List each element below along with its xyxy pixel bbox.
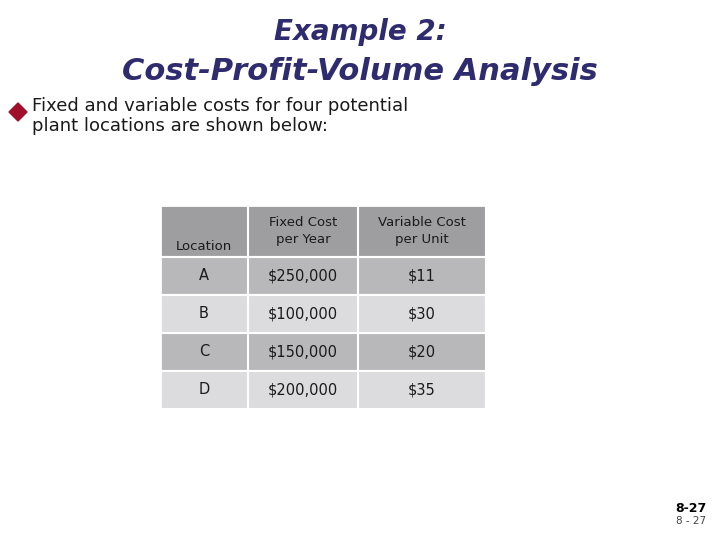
Text: $100,000: $100,000 [268,307,338,321]
Text: $150,000: $150,000 [268,345,338,360]
FancyBboxPatch shape [160,257,486,295]
Text: plant locations are shown below:: plant locations are shown below: [32,117,328,135]
Text: $250,000: $250,000 [268,268,338,284]
Text: Variable Cost
per Unit: Variable Cost per Unit [378,217,466,246]
Text: C: C [199,345,209,360]
Text: Example 2:: Example 2: [274,18,446,46]
Text: $20: $20 [408,345,436,360]
Text: $35: $35 [408,382,436,397]
Text: $200,000: $200,000 [268,382,338,397]
Polygon shape [9,103,27,121]
Text: 8 - 27: 8 - 27 [676,516,706,526]
FancyBboxPatch shape [160,205,486,257]
FancyBboxPatch shape [160,295,486,333]
Text: 8-27: 8-27 [675,502,706,515]
Text: Location: Location [176,240,232,253]
Text: Fixed Cost
per Year: Fixed Cost per Year [269,217,337,246]
FancyBboxPatch shape [160,371,486,409]
Text: $11: $11 [408,268,436,284]
FancyBboxPatch shape [160,333,486,371]
Text: Cost-Profit-Volume Analysis: Cost-Profit-Volume Analysis [122,57,598,86]
Text: $30: $30 [408,307,436,321]
Text: D: D [199,382,210,397]
Text: A: A [199,268,209,284]
Text: Fixed and variable costs for four potential: Fixed and variable costs for four potent… [32,97,408,115]
Text: B: B [199,307,209,321]
